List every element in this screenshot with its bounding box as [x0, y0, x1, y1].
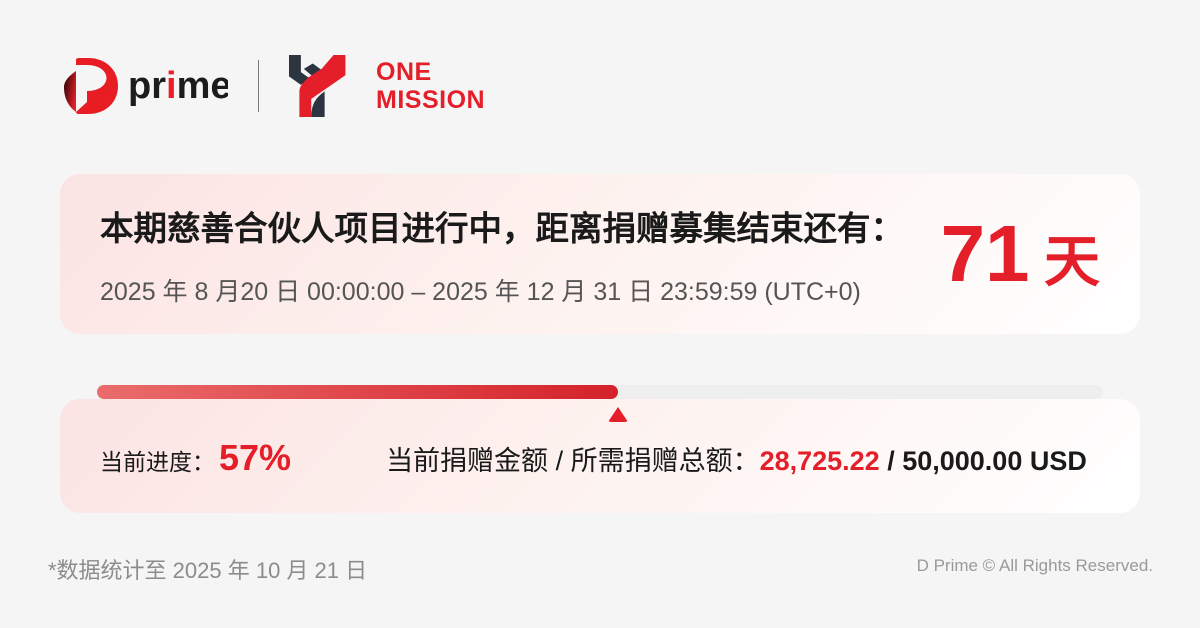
svg-text:prime: prime [128, 65, 228, 107]
